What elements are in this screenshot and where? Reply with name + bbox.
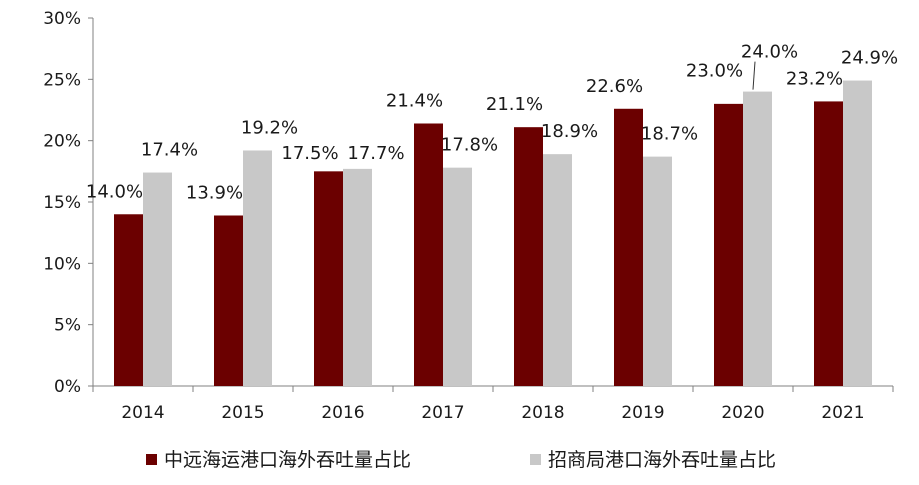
- bar-cosco-2016: [314, 171, 343, 386]
- data-label-cosco: 23.0%: [686, 61, 743, 82]
- data-label-cmport: 17.8%: [441, 135, 498, 156]
- bar-cmport-2017: [443, 167, 472, 386]
- bar-cmport-2021: [843, 80, 872, 386]
- bar-cmport-2020: [743, 91, 772, 386]
- data-label-cmport: 18.7%: [641, 124, 698, 145]
- bar-cmport-2019: [643, 156, 672, 386]
- x-tick-label: 2018: [521, 403, 564, 423]
- x-tick-label: 2016: [321, 403, 364, 423]
- legend: 中远海运港口海外吞吐量占比 招商局港口海外吞吐量占比: [146, 449, 776, 471]
- x-tick-label: 2017: [421, 403, 464, 423]
- x-tick-label: 2020: [721, 403, 764, 423]
- x-tick-label: 2015: [221, 403, 264, 423]
- bars: [114, 80, 872, 387]
- data-label-cosco: 21.1%: [486, 94, 543, 115]
- bar-cosco-2018: [514, 127, 543, 386]
- bar-cmport-2018: [543, 154, 572, 386]
- y-tick-label: 15%: [43, 193, 81, 213]
- x-tick-label: 2021: [821, 403, 864, 423]
- data-label-cmport: 17.4%: [141, 140, 198, 161]
- data-label-cosco: 14.0%: [86, 181, 143, 202]
- data-label-cmport: 24.0%: [741, 42, 798, 63]
- bar-cosco-2014: [114, 214, 143, 386]
- bar-cosco-2017: [414, 123, 443, 386]
- data-labels: 14.0% 17.4% 13.9% 19.2% 17.5% 17.7% 21.4% 17.8%…: [86, 42, 898, 204]
- legend-label: 中远海运港口海外吞吐量占比: [164, 449, 411, 471]
- bar-cmport-2016: [343, 168, 372, 386]
- data-label-cosco: 13.9%: [186, 182, 243, 203]
- legend-label: 招商局港口海外吞吐量占比: [548, 449, 776, 471]
- bar-cosco-2020: [714, 103, 743, 386]
- data-label-cmport: 19.2%: [241, 117, 298, 138]
- data-label-cosco: 17.5%: [281, 143, 338, 164]
- y-tick-label: 30%: [43, 9, 81, 29]
- legend-swatch: [530, 454, 541, 465]
- data-label-cosco: 21.4%: [386, 90, 443, 111]
- x-axis: 2014 2015 2016 2017 2018 2019 2020 2021: [92, 385, 894, 423]
- data-label-cmport: 24.9%: [841, 48, 898, 69]
- x-tick-label: 2019: [621, 403, 664, 423]
- data-label-cmport: 18.9%: [541, 121, 598, 142]
- y-tick-label: 25%: [43, 70, 81, 90]
- data-label-cosco: 23.2%: [786, 68, 843, 89]
- x-tick-label: 2014: [121, 403, 164, 423]
- bar-cosco-2019: [614, 108, 643, 387]
- bar-cmport-2015: [243, 150, 272, 386]
- y-tick-label: 5%: [54, 316, 81, 336]
- y-tick-label: 10%: [43, 254, 81, 274]
- legend-swatch: [146, 454, 157, 465]
- bar-cosco-2015: [214, 215, 243, 386]
- leader-line: [752, 61, 756, 90]
- y-tick-label: 0%: [54, 377, 81, 397]
- data-label-cosco: 22.6%: [586, 76, 643, 97]
- data-label-cmport: 17.7%: [347, 143, 404, 164]
- bar-cmport-2014: [143, 172, 172, 386]
- y-tick-label: 20%: [43, 132, 81, 152]
- y-axis: 0% 5% 10% 15% 20% 25% 30%: [43, 9, 94, 397]
- bar-cosco-2021: [814, 101, 843, 386]
